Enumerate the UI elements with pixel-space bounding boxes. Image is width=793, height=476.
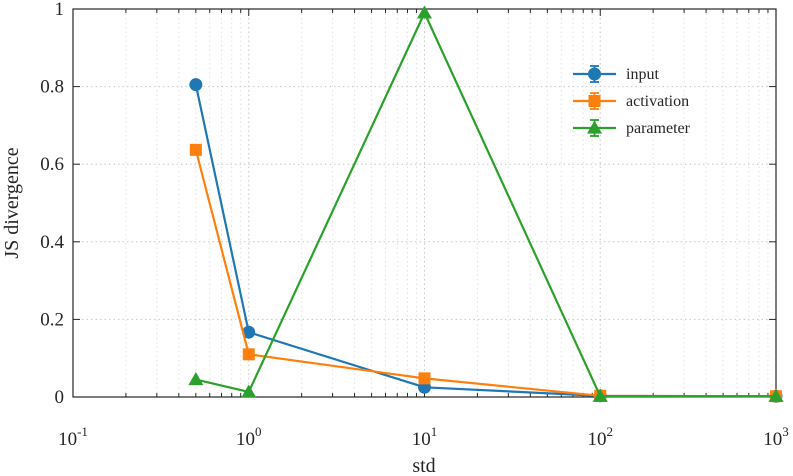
- x-tick-exponent: 1: [431, 424, 438, 439]
- legend-marker-parameter: [587, 120, 602, 134]
- data-point-activation: [189, 143, 202, 156]
- y-tick-label: 0.4: [40, 232, 64, 253]
- y-tick-label: 0.2: [40, 309, 64, 330]
- x-tick-label: 10-1: [58, 424, 88, 450]
- series-line-activation: [194, 149, 777, 398]
- data-point-input: [242, 325, 256, 339]
- series-line-parameter: [195, 11, 776, 398]
- data-point-parameter: [188, 372, 204, 386]
- x-tick-exponent: -1: [77, 424, 88, 439]
- data-point-input: [189, 78, 203, 92]
- x-tick-label: 101: [412, 424, 438, 450]
- y-tick-label: 0.6: [40, 154, 64, 175]
- x-tick-base: 10: [58, 429, 77, 450]
- y-axis-title: JS divergence: [1, 147, 23, 258]
- data-point-parameter: [592, 388, 608, 402]
- x-tick-exponent: 0: [255, 424, 262, 439]
- x-tick-exponent: 2: [607, 424, 614, 439]
- x-tick-base: 10: [763, 429, 782, 450]
- x-tick-base: 10: [412, 429, 431, 450]
- ticks: [73, 8, 776, 398]
- x-tick-label: 102: [588, 424, 614, 450]
- data-point-activation: [418, 372, 431, 385]
- legend: input activation parameter: [573, 65, 691, 137]
- legend-marker-activation: [588, 95, 601, 107]
- legend-label-activation: activation: [626, 93, 689, 110]
- data-point-parameter: [241, 384, 257, 398]
- x-tick-label: 100: [236, 424, 262, 450]
- legend-label-input: input: [626, 66, 659, 83]
- grid: [73, 9, 776, 397]
- y-tick-label: 1: [55, 0, 65, 20]
- x-tick-exponent: 3: [782, 424, 789, 439]
- x-tick-label: 103: [763, 424, 789, 450]
- y-tick-label: 0: [55, 387, 65, 408]
- series-group: [188, 5, 784, 403]
- x-tick-base: 10: [236, 429, 255, 450]
- data-point-parameter: [768, 388, 784, 402]
- x-tick-base: 10: [588, 429, 607, 450]
- x-axis-title: std: [412, 455, 435, 476]
- y-tick-label: 0.8: [40, 77, 64, 98]
- legend-label-parameter: parameter: [626, 120, 691, 137]
- data-point-parameter: [417, 5, 432, 19]
- data-point-activation: [242, 348, 255, 361]
- legend-marker-input: [588, 67, 601, 81]
